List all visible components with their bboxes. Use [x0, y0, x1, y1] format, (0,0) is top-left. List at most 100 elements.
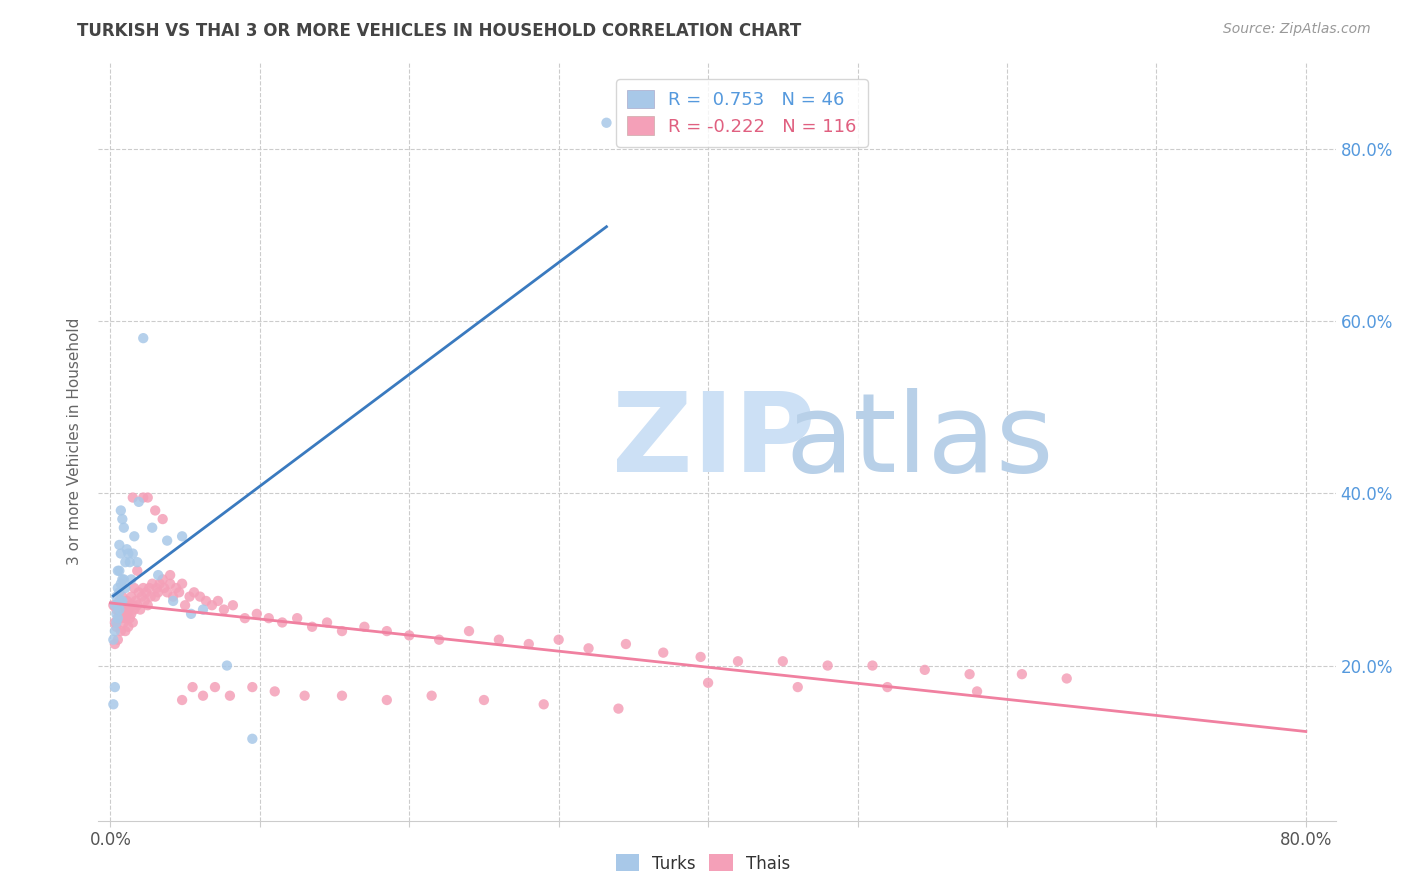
Text: TURKISH VS THAI 3 OR MORE VEHICLES IN HOUSEHOLD CORRELATION CHART: TURKISH VS THAI 3 OR MORE VEHICLES IN HO… — [77, 22, 801, 40]
Thais — [222, 599, 245, 613]
Turks — [148, 568, 170, 582]
Turks — [162, 594, 184, 608]
Turks — [108, 538, 131, 552]
Turks — [110, 576, 132, 591]
Turks — [240, 731, 263, 746]
Thais — [257, 611, 280, 625]
Y-axis label: 3 or more Vehicles in Household: 3 or more Vehicles in Household — [67, 318, 83, 566]
Thais — [134, 594, 156, 608]
Thais — [121, 599, 143, 613]
Turks — [120, 573, 142, 587]
Thais — [121, 615, 143, 630]
Thais — [689, 649, 711, 664]
Thais — [114, 611, 136, 625]
Thais — [132, 491, 155, 505]
Thais — [607, 701, 630, 715]
Thais — [143, 590, 166, 604]
Turks — [121, 547, 143, 561]
Thais — [152, 573, 174, 587]
Thais — [141, 576, 163, 591]
Text: Source: ZipAtlas.com: Source: ZipAtlas.com — [1223, 22, 1371, 37]
Thais — [124, 581, 146, 595]
Thais — [120, 590, 142, 604]
Turks — [105, 607, 128, 621]
Thais — [212, 602, 235, 616]
Thais — [204, 680, 226, 694]
Thais — [772, 654, 794, 668]
Thais — [118, 611, 141, 625]
Thais — [152, 512, 174, 526]
Turks — [104, 680, 127, 694]
Thais — [488, 632, 510, 647]
Turks — [103, 698, 125, 712]
Thais — [353, 620, 375, 634]
Thais — [652, 646, 675, 660]
Thais — [517, 637, 540, 651]
Turks — [104, 599, 127, 613]
Thais — [172, 693, 194, 707]
Thais — [138, 581, 160, 595]
Thais — [149, 576, 172, 591]
Thais — [145, 581, 167, 595]
Thais — [115, 607, 138, 621]
Text: ZIP: ZIP — [612, 388, 815, 495]
Turks — [156, 533, 179, 548]
Thais — [472, 693, 495, 707]
Thais — [181, 680, 204, 694]
Turks — [124, 529, 146, 543]
Thais — [188, 590, 211, 604]
Turks — [108, 564, 131, 578]
Turks — [110, 547, 132, 561]
Thais — [201, 599, 224, 613]
Thais — [128, 585, 150, 599]
Thais — [105, 620, 128, 634]
Turks — [111, 512, 134, 526]
Thais — [167, 585, 190, 599]
Turks — [110, 594, 132, 608]
Thais — [219, 689, 242, 703]
Thais — [330, 689, 353, 703]
Thais — [533, 698, 555, 712]
Thais — [143, 503, 166, 517]
Thais — [786, 680, 808, 694]
Thais — [375, 624, 398, 639]
Turks — [115, 542, 138, 557]
Thais — [195, 594, 218, 608]
Thais — [111, 590, 134, 604]
Thais — [129, 602, 152, 616]
Turks — [117, 547, 139, 561]
Thais — [124, 602, 146, 616]
Thais — [966, 684, 988, 698]
Thais — [1056, 672, 1078, 686]
Turks — [111, 594, 134, 608]
Thais — [727, 654, 749, 668]
Thais — [125, 594, 148, 608]
Turks — [110, 503, 132, 517]
Turks — [104, 624, 127, 639]
Thais — [114, 599, 136, 613]
Thais — [578, 641, 600, 656]
Thais — [131, 590, 153, 604]
Thais — [132, 581, 155, 595]
Turks — [112, 521, 135, 535]
Thais — [697, 675, 720, 690]
Thais — [121, 491, 143, 505]
Turks — [132, 331, 155, 345]
Thais — [104, 615, 127, 630]
Turks — [215, 658, 238, 673]
Thais — [294, 689, 316, 703]
Thais — [117, 620, 139, 634]
Thais — [156, 585, 179, 599]
Text: atlas: atlas — [785, 388, 1053, 495]
Turks — [191, 602, 214, 616]
Turks — [107, 564, 129, 578]
Legend: Turks, Thais: Turks, Thais — [609, 847, 797, 880]
Thais — [862, 658, 884, 673]
Thais — [301, 620, 323, 634]
Thais — [246, 607, 269, 621]
Turks — [108, 602, 131, 616]
Thais — [285, 611, 308, 625]
Turks — [103, 632, 125, 647]
Thais — [191, 689, 214, 703]
Thais — [159, 576, 181, 591]
